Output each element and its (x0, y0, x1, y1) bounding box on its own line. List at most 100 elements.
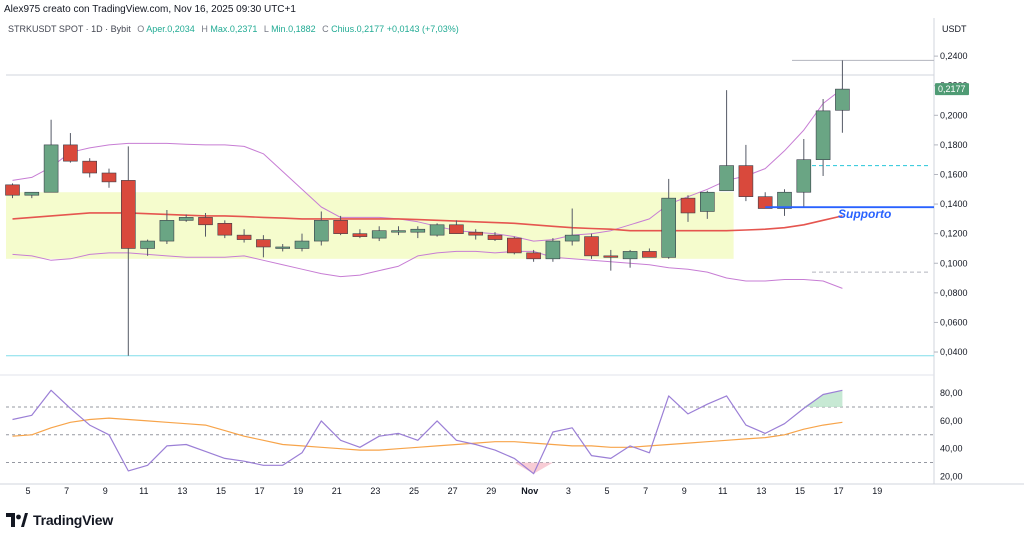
rsi-axis-label: 40,00 (940, 444, 963, 454)
time-axis-label: 5 (604, 486, 609, 496)
time-axis-label: 19 (293, 486, 303, 496)
candle-body (24, 191, 40, 196)
candle-body (584, 236, 599, 257)
rsi-axis-label: 60,00 (940, 416, 963, 426)
high-value: Max.0,2371 (210, 24, 258, 34)
candle-body (43, 144, 59, 193)
time-axis-label: 3 (566, 486, 571, 496)
time-axis-label: 15 (795, 486, 805, 496)
candle-body (642, 251, 657, 258)
time-axis-label: 29 (486, 486, 496, 496)
candle-body (198, 217, 213, 226)
rsi-oversold-fill (514, 462, 553, 474)
candle-body (63, 144, 78, 162)
time-axis-label: 21 (332, 486, 342, 496)
candle-body (352, 233, 368, 237)
rsi-moving-average-line (12, 417, 843, 451)
support-label: Supporto (838, 207, 891, 221)
candle-body (622, 251, 638, 260)
time-axis-label: 15 (216, 486, 226, 496)
candle-body (429, 224, 445, 236)
bollinger-upper-band (12, 88, 843, 242)
time-axis-label: 25 (409, 486, 419, 496)
candle-body (545, 240, 561, 260)
candle-body (564, 234, 580, 242)
candle-body (661, 197, 677, 258)
time-axis-label: 23 (370, 486, 380, 496)
rsi-axis-label: 80,00 (940, 388, 963, 398)
current-price-tag (935, 83, 969, 96)
candle-body (5, 184, 20, 196)
rsi-axis-label: 20,00 (940, 471, 963, 481)
close-value: Chius.0,2177 (331, 24, 385, 34)
candle-body (121, 180, 136, 249)
candle-body (391, 230, 406, 233)
time-axis-label: 5 (25, 486, 30, 496)
candle-body (101, 172, 117, 183)
chart-creator-caption: Alex975 creato con TradingView.com, Nov … (4, 4, 296, 15)
symbol-info-bar: STRKUSDT SPOT · 1D · Bybit O Aper.0,2034… (8, 24, 459, 34)
price-axis-label: 0,1200 (940, 229, 968, 239)
tradingview-logo[interactable]: TradingView (6, 512, 113, 528)
rsi-line (12, 389, 843, 475)
time-axis-label: 7 (643, 486, 648, 496)
rsi-overbought-fill (765, 390, 843, 407)
time-axis-label: 19 (872, 486, 882, 496)
price-axis-label: 0,1600 (940, 169, 968, 179)
tradingview-logo-icon (6, 513, 28, 527)
time-axis-label: Nov (521, 486, 538, 496)
symbol-name[interactable]: STRKUSDT SPOT · 1D · Bybit (8, 24, 131, 34)
time-axis-label: 7 (64, 486, 69, 496)
price-axis-label: 0,1400 (940, 199, 968, 209)
candle-body (738, 165, 754, 197)
change-value: +0,0143 (+7,03%) (386, 24, 459, 34)
candle-body (256, 239, 271, 248)
high-label: H (201, 24, 208, 34)
time-axis-label: 17 (255, 486, 265, 496)
candle-body (757, 196, 773, 209)
candle-body (680, 197, 696, 214)
candle-body (217, 223, 233, 236)
candle-body (294, 240, 310, 249)
candle-body (275, 246, 291, 249)
candle-body (506, 237, 522, 254)
bollinger-lower-band (12, 250, 843, 289)
candle-body (178, 217, 194, 221)
time-axis-label: 27 (448, 486, 458, 496)
price-axis-label: 0,1000 (940, 258, 968, 268)
candle-body (526, 252, 541, 260)
candle-body (699, 191, 715, 212)
candle-body (815, 110, 831, 160)
bollinger-middle-band (12, 212, 843, 232)
low-label: L (263, 24, 269, 34)
currency-label: USDT (942, 24, 967, 34)
close-label: C (322, 24, 329, 34)
candle-body (777, 191, 792, 209)
candle-body (236, 234, 252, 240)
price-axis-label: 0,0800 (940, 288, 968, 298)
price-axis-label: 0,0400 (940, 347, 968, 357)
open-value: Aper.0,2034 (146, 24, 195, 34)
accumulation-zone (6, 192, 734, 259)
candle-body (159, 220, 175, 242)
candle-body (468, 231, 484, 236)
tradingview-brand: TradingView (33, 512, 114, 528)
time-axis-label: 11 (718, 486, 727, 496)
candle-body (82, 160, 97, 174)
candle-body (140, 240, 155, 249)
current-price-label: 0,2177 (938, 84, 966, 94)
candle-body (371, 230, 387, 239)
candle-body (313, 220, 329, 242)
candle-body (796, 159, 812, 193)
candle-body (487, 234, 503, 240)
time-axis-label: 13 (177, 486, 187, 496)
candle-body (410, 228, 426, 233)
price-axis-label: 0,2400 (940, 51, 968, 61)
open-label: O (137, 24, 145, 34)
candle-body (603, 255, 619, 258)
time-axis-label: 11 (139, 486, 148, 496)
price-axis-label: 0,2000 (940, 110, 968, 120)
time-axis-label: 17 (834, 486, 844, 496)
time-axis-label: 9 (682, 486, 687, 496)
